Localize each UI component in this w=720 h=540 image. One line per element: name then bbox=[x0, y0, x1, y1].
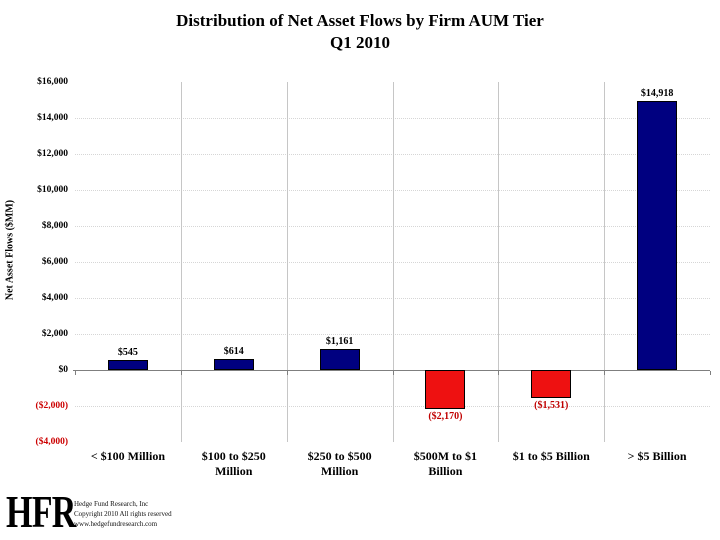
bar-value-label: $14,918 bbox=[640, 88, 674, 100]
chart-title: Distribution of Net Asset Flows by Firm … bbox=[0, 10, 720, 54]
y-axis-tick-label: $14,000 bbox=[37, 113, 68, 123]
x-axis-category-label: $500M to $1 Billion bbox=[413, 449, 478, 478]
chart-title-line1: Distribution of Net Asset Flows by Firm … bbox=[176, 11, 544, 30]
bar-positive bbox=[107, 360, 148, 370]
x-axis-tick bbox=[498, 371, 500, 375]
footer-text: Hedge Fund Research, Inc Copyright 2010 … bbox=[74, 499, 172, 529]
bar-value-label: $614 bbox=[223, 345, 244, 357]
bar-positive bbox=[213, 358, 254, 370]
x-axis-tick bbox=[286, 371, 288, 375]
vertical-gridline bbox=[392, 82, 394, 442]
x-axis-category-label: > $5 Billion bbox=[627, 449, 687, 463]
y-axis-tick-label: $8,000 bbox=[41, 221, 68, 231]
x-axis-tick bbox=[180, 371, 182, 375]
x-axis-category-label: $100 to $250 Million bbox=[201, 449, 266, 478]
footer-copyright: Copyright 2010 All rights reserved bbox=[74, 510, 172, 518]
x-axis-tick bbox=[392, 371, 394, 375]
x-axis-tick bbox=[604, 371, 606, 375]
bar-value-label: ($2,170) bbox=[428, 411, 463, 423]
vertical-gridline bbox=[180, 82, 182, 442]
x-axis-category-label: $250 to $500 Million bbox=[307, 449, 372, 478]
y-axis-tick-label: ($2,000) bbox=[35, 401, 68, 411]
y-axis-tick-label: $0 bbox=[58, 365, 69, 375]
footer-company: Hedge Fund Research, Inc bbox=[74, 500, 149, 508]
y-axis-tick-label: ($4,000) bbox=[35, 437, 68, 447]
y-axis-tick-label: $12,000 bbox=[37, 149, 68, 159]
bar-value-label: $1,161 bbox=[325, 336, 354, 348]
bar-value-label: ($1,531) bbox=[534, 399, 569, 411]
y-axis-tick-label: $16,000 bbox=[37, 77, 68, 87]
x-axis-category-label: $1 to $5 Billion bbox=[512, 449, 590, 463]
bar-value-label: $545 bbox=[117, 347, 138, 359]
hfr-logo: HFR bbox=[6, 486, 76, 537]
y-axis-tick-label: $10,000 bbox=[37, 185, 68, 195]
bar-negative bbox=[425, 370, 466, 410]
vertical-gridline bbox=[604, 82, 606, 442]
bar-positive bbox=[637, 101, 678, 370]
x-axis-tick bbox=[710, 371, 711, 375]
y-axis-tick-label: $4,000 bbox=[41, 293, 68, 303]
footer-url: www.hedgefundresearch.com bbox=[74, 520, 158, 528]
bar-negative bbox=[531, 370, 572, 398]
chart-title-line2: Q1 2010 bbox=[330, 33, 390, 52]
x-axis-line bbox=[73, 370, 710, 371]
vertical-gridline bbox=[498, 82, 500, 442]
vertical-gridline bbox=[286, 82, 288, 442]
footer: HFR Hedge Fund Research, Inc Copyright 2… bbox=[6, 486, 172, 538]
x-axis-category-label: < $100 Million bbox=[90, 449, 165, 463]
y-axis-tick-label: $2,000 bbox=[41, 329, 68, 339]
x-axis-tick bbox=[75, 371, 76, 375]
y-axis-tick-label: $6,000 bbox=[41, 257, 68, 267]
bar-positive bbox=[319, 349, 360, 370]
